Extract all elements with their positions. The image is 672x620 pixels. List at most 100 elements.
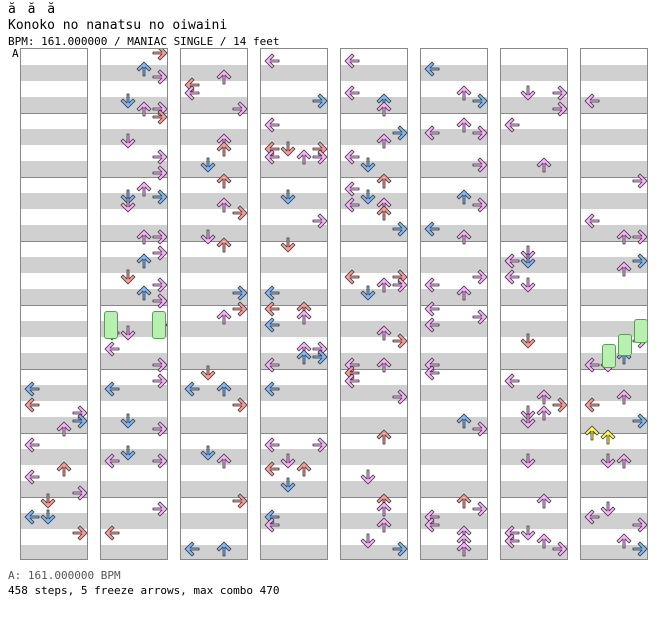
header-glyphs: ă ă ă [8,2,58,17]
measure-line [421,177,487,178]
left-arrow-icon [424,317,440,333]
measure-line [341,433,407,434]
up-arrow-icon [376,325,392,341]
left-arrow-icon [424,221,440,237]
up-arrow-icon [216,141,232,157]
up-arrow-icon [216,197,232,213]
measure-line [21,433,87,434]
right-arrow-icon [312,341,327,357]
left-arrow-icon [264,317,280,333]
right-arrow-icon [152,149,167,165]
right-arrow-icon [152,277,167,293]
measure-line [21,113,87,114]
down-arrow-icon [600,453,616,469]
left-arrow-icon [264,461,280,477]
right-arrow-icon [632,517,647,533]
measure-line [101,497,167,498]
up-arrow-icon [456,117,472,133]
freeze-arrow [618,334,632,356]
up-arrow-icon [216,173,232,189]
up-arrow-icon [456,229,472,245]
right-arrow-icon [632,413,647,429]
measure-line [261,305,327,306]
left-arrow-icon [424,357,440,373]
left-arrow-icon [104,525,120,541]
up-arrow-icon [616,389,632,405]
left-arrow-icon [584,357,600,373]
up-arrow-icon [376,173,392,189]
measure-line [101,433,167,434]
measure-line [421,113,487,114]
right-arrow-icon [472,421,487,437]
down-arrow-icon [120,133,136,149]
right-arrow-icon [312,149,327,165]
measure-line [421,241,487,242]
right-arrow-icon [472,197,487,213]
up-arrow-icon [296,309,312,325]
right-arrow-icon [72,405,87,421]
left-arrow-icon [104,381,120,397]
left-arrow-icon [504,269,520,285]
left-arrow-icon [264,517,280,533]
right-arrow-icon [392,125,407,141]
measure-line [101,177,167,178]
right-arrow-icon [632,253,647,269]
left-arrow-icon [344,365,360,381]
measure-line [341,305,407,306]
right-arrow-icon [232,205,247,221]
measure-line [341,177,407,178]
down-arrow-icon [520,245,536,261]
left-arrow-icon [424,509,440,525]
left-arrow-icon [344,269,360,285]
measure-line [501,177,567,178]
right-arrow-icon [232,285,247,301]
right-arrow-icon [312,349,327,365]
right-arrow-icon [152,189,167,205]
right-arrow-icon [72,485,87,501]
chart-meta: BPM: 161.000000 / MANIAC SINGLE / 14 fee… [8,35,280,48]
left-arrow-icon [344,85,360,101]
measure-line [261,433,327,434]
up-arrow-icon [456,493,472,509]
right-arrow-icon [152,357,167,373]
measure-line [101,369,167,370]
measure-column [580,48,648,560]
right-arrow-icon [152,501,167,517]
right-arrow-icon [152,421,167,437]
down-arrow-icon [520,405,536,421]
measure-line [421,305,487,306]
down-arrow-icon [360,533,376,549]
up-arrow-icon [136,253,152,269]
left-arrow-icon [584,509,600,525]
measure-line [501,113,567,114]
down-arrow-icon [200,157,216,173]
down-arrow-icon [120,189,136,205]
up-arrow-icon [376,277,392,293]
freeze-arrow [152,311,166,339]
measure-line [261,177,327,178]
left-arrow-icon [24,397,40,413]
up-arrow-icon [456,85,472,101]
left-arrow-icon [264,141,280,157]
down-arrow-icon [120,269,136,285]
left-arrow-icon [584,397,600,413]
measure-line [581,497,647,498]
left-arrow-icon [424,277,440,293]
up-arrow-icon [456,285,472,301]
down-arrow-icon [280,477,296,493]
down-arrow-icon [120,413,136,429]
down-arrow-icon [520,413,536,429]
left-arrow-icon [424,61,440,77]
left-arrow-icon [104,341,120,357]
measure-line [581,241,647,242]
up-arrow-icon [216,381,232,397]
down-arrow-icon [360,189,376,205]
right-arrow-icon [152,49,167,61]
freeze-arrow [602,344,616,368]
measure-column [340,48,408,560]
up-arrow-icon [136,229,152,245]
measure-line [181,369,247,370]
step-stats: 458 steps, 5 freeze arrows, max combo 47… [8,584,280,597]
right-arrow-icon [392,277,407,293]
left-arrow-icon [424,517,440,533]
